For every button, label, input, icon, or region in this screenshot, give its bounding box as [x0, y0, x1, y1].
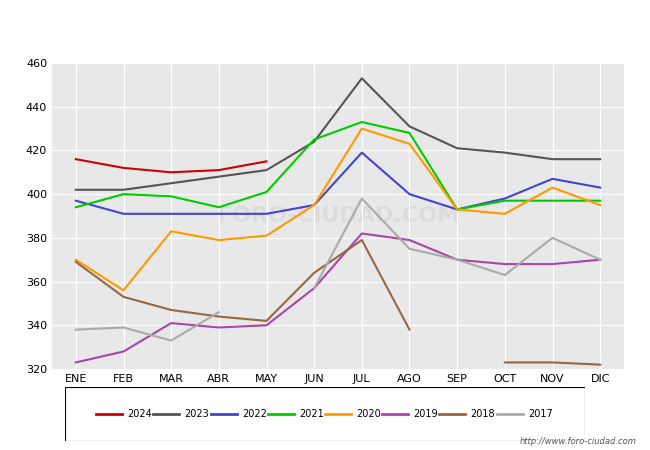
Text: 2018: 2018 [471, 409, 495, 419]
Text: 2024: 2024 [127, 409, 152, 419]
Text: 2017: 2017 [528, 409, 552, 419]
Text: 2023: 2023 [185, 409, 209, 419]
FancyBboxPatch shape [65, 387, 585, 441]
Text: http://www.foro-ciudad.com: http://www.foro-ciudad.com [520, 436, 637, 446]
Text: 2020: 2020 [356, 409, 381, 419]
Text: FORO-CIUDAD.COM: FORO-CIUDAD.COM [217, 206, 459, 226]
Text: 2022: 2022 [242, 409, 266, 419]
Text: 2021: 2021 [299, 409, 324, 419]
Text: Afiliados en Ballobar a 31/5/2024: Afiliados en Ballobar a 31/5/2024 [143, 18, 507, 36]
Text: 2019: 2019 [413, 409, 438, 419]
